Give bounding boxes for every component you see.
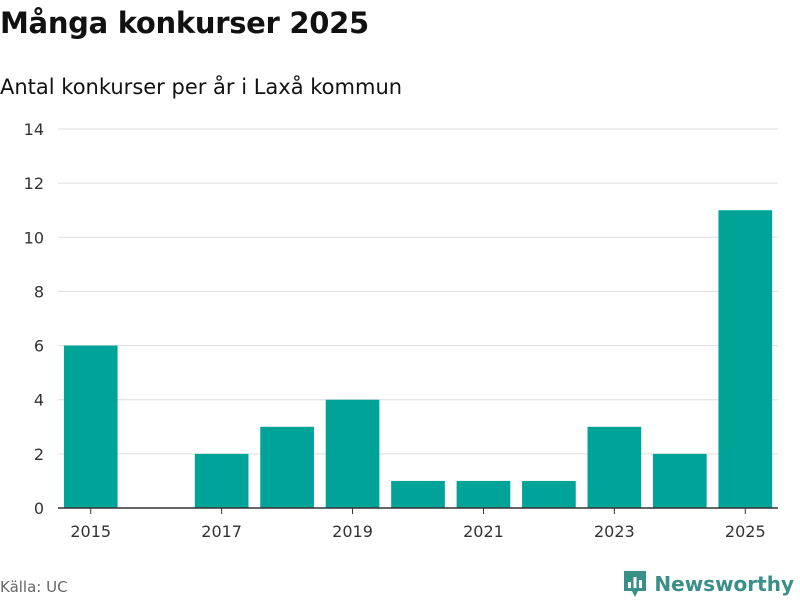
bar <box>652 453 707 508</box>
bar <box>391 480 445 508</box>
x-tick-label: 2015 <box>70 522 111 541</box>
x-tick-label: 2021 <box>463 522 504 541</box>
newsworthy-icon <box>624 571 647 597</box>
bar <box>325 399 380 508</box>
x-tick-label: 2019 <box>332 522 373 541</box>
x-tick-label: 2017 <box>201 522 242 541</box>
x-tick-label: 2025 <box>725 522 766 541</box>
y-tick-label: 12 <box>24 174 44 193</box>
source-note: Källa: UC <box>0 578 68 596</box>
bar <box>718 210 773 508</box>
brand-name: Newsworthy <box>654 572 794 596</box>
grid-lines <box>58 128 778 455</box>
bar <box>194 453 249 508</box>
bars <box>63 210 773 508</box>
y-tick-label: 10 <box>24 228 44 247</box>
bar <box>63 345 118 508</box>
bar-chart: 0 2 4 6 8 10 12 14 2015 2017 2019 2021 2023 2025 <box>24 120 778 541</box>
chart-subtitle: Antal konkurser per år i Laxå kommun <box>0 75 403 99</box>
y-tick-label: 4 <box>34 391 44 410</box>
bar <box>456 480 511 508</box>
y-tick-label: 0 <box>34 499 44 518</box>
y-tick-label: 14 <box>24 120 44 139</box>
chart-title: Många konkurser 2025 <box>0 6 369 40</box>
y-tick-label: 2 <box>34 445 44 464</box>
x-tick-label: 2023 <box>594 522 635 541</box>
y-tick-label: 8 <box>34 282 44 301</box>
brand-logo: Newsworthy <box>622 569 794 599</box>
bar <box>260 426 314 508</box>
bar <box>587 426 642 508</box>
y-tick-label: 6 <box>34 337 44 356</box>
y-axis-ticks: 0 2 4 6 8 10 12 14 <box>24 120 44 518</box>
bar <box>522 480 576 508</box>
x-axis-ticks: 2015 2017 2019 2021 2023 2025 <box>70 508 766 541</box>
